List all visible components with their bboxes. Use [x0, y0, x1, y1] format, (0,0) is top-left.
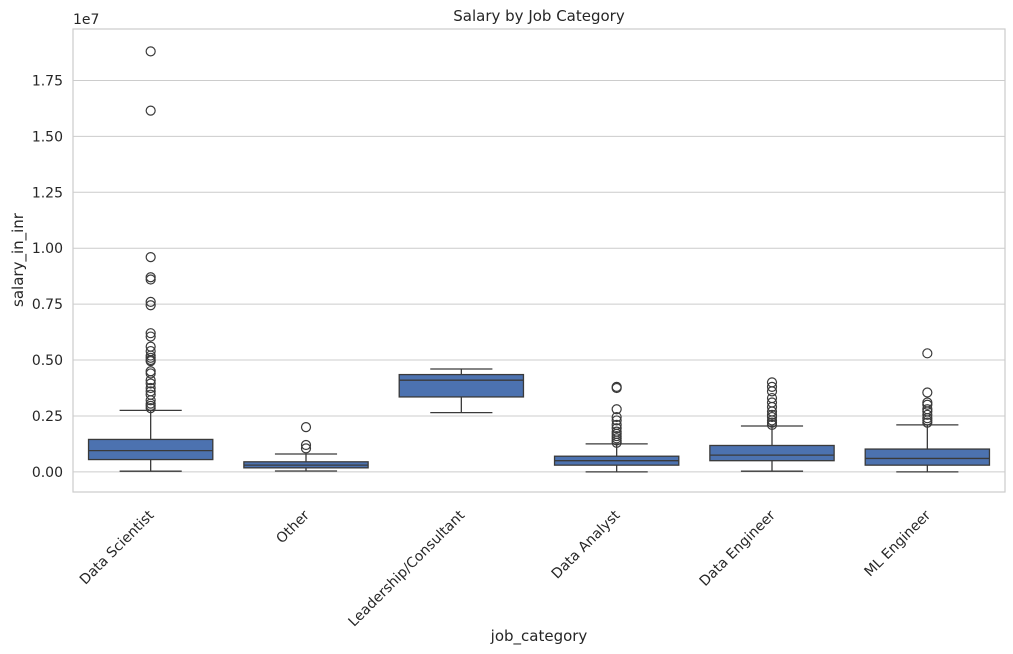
- box-group: [243, 422, 369, 472]
- outlier-point: [145, 382, 156, 394]
- outlier-point: [145, 366, 156, 377]
- outlier-point: [766, 386, 778, 397]
- y-tick-label: 0.00: [32, 465, 63, 481]
- iqr-box: [709, 444, 835, 462]
- outlier-point: [922, 409, 933, 420]
- outlier-point: [922, 415, 933, 426]
- box-group: [398, 368, 525, 414]
- y-tick-label: 0.50: [32, 353, 63, 369]
- outlier-point: [611, 415, 622, 426]
- box-group: [553, 381, 680, 473]
- x-tick-label: ML Engineer: [862, 507, 935, 580]
- x-tick-label: Leadership/Consultant: [346, 507, 469, 630]
- outlier-point: [145, 272, 156, 283]
- outlier-point: [145, 400, 156, 411]
- outlier-point: [611, 404, 622, 415]
- x-tick-labels: Data Scientist Other Leadership/Consultant…: [77, 507, 934, 630]
- outlier-point: [766, 381, 778, 392]
- outlier-point: [145, 403, 156, 414]
- y-tick-label: 0.25: [32, 409, 63, 425]
- outlier-point: [922, 387, 933, 398]
- grid-layer: [73, 79, 1005, 473]
- outlier-point: [611, 411, 622, 423]
- y-tick-label: 1.50: [32, 129, 63, 145]
- chart-title: Salary by Job Category: [453, 7, 625, 25]
- outlier-point: [145, 105, 156, 116]
- outlier-point: [145, 395, 156, 406]
- outlier-point: [300, 439, 312, 451]
- box-group: [864, 348, 991, 473]
- x-axis-label: job_category: [490, 627, 588, 646]
- x-tick-label: Other: [273, 507, 313, 547]
- y-offset-label: 1e7: [73, 12, 99, 28]
- x-tick-label: Data Analyst: [549, 507, 624, 582]
- outlier-point: [922, 399, 933, 410]
- y-tick-label: 0.75: [32, 297, 63, 313]
- outlier-point: [145, 46, 156, 57]
- iqr-box: [864, 448, 991, 466]
- y-tick-label: 1.75: [32, 73, 63, 89]
- outlier-point: [145, 356, 156, 367]
- outlier-point: [145, 368, 156, 379]
- outlier-point: [145, 328, 156, 339]
- outlier-point: [145, 274, 156, 285]
- outlier-point: [611, 437, 622, 448]
- y-tick-label: 1.25: [32, 185, 63, 201]
- outlier-point: [145, 300, 156, 311]
- outlier-point: [145, 375, 156, 386]
- outlier-point: [145, 378, 156, 389]
- iqr-box: [87, 438, 214, 461]
- outlier-point: [766, 419, 778, 430]
- outlier-point: [145, 252, 156, 263]
- box-layer: [87, 46, 991, 473]
- outlier-point: [922, 348, 933, 359]
- outlier-point: [145, 296, 156, 307]
- outlier-point: [611, 382, 622, 394]
- outlier-point: [300, 422, 312, 433]
- outlier-point: [300, 443, 312, 454]
- y-tick-label: 1.00: [32, 241, 63, 257]
- outlier-point: [145, 331, 156, 342]
- outlier-point: [611, 423, 622, 434]
- iqr-box: [398, 373, 525, 398]
- x-tick-label: Data Scientist: [77, 507, 158, 588]
- outlier-point: [766, 411, 778, 423]
- box-group: [87, 46, 214, 472]
- y-axis-label: salary_in_inr: [9, 212, 28, 307]
- outlier-point: [922, 417, 933, 428]
- outlier-point: [766, 401, 778, 413]
- plot-frame: [72, 28, 1006, 493]
- x-tick-label: Data Engineer: [697, 507, 779, 589]
- box-group: [709, 377, 835, 472]
- y-tick-labels: 0.00 0.25 0.50 0.75 1.00 1.25 1.50 1.75: [32, 73, 63, 480]
